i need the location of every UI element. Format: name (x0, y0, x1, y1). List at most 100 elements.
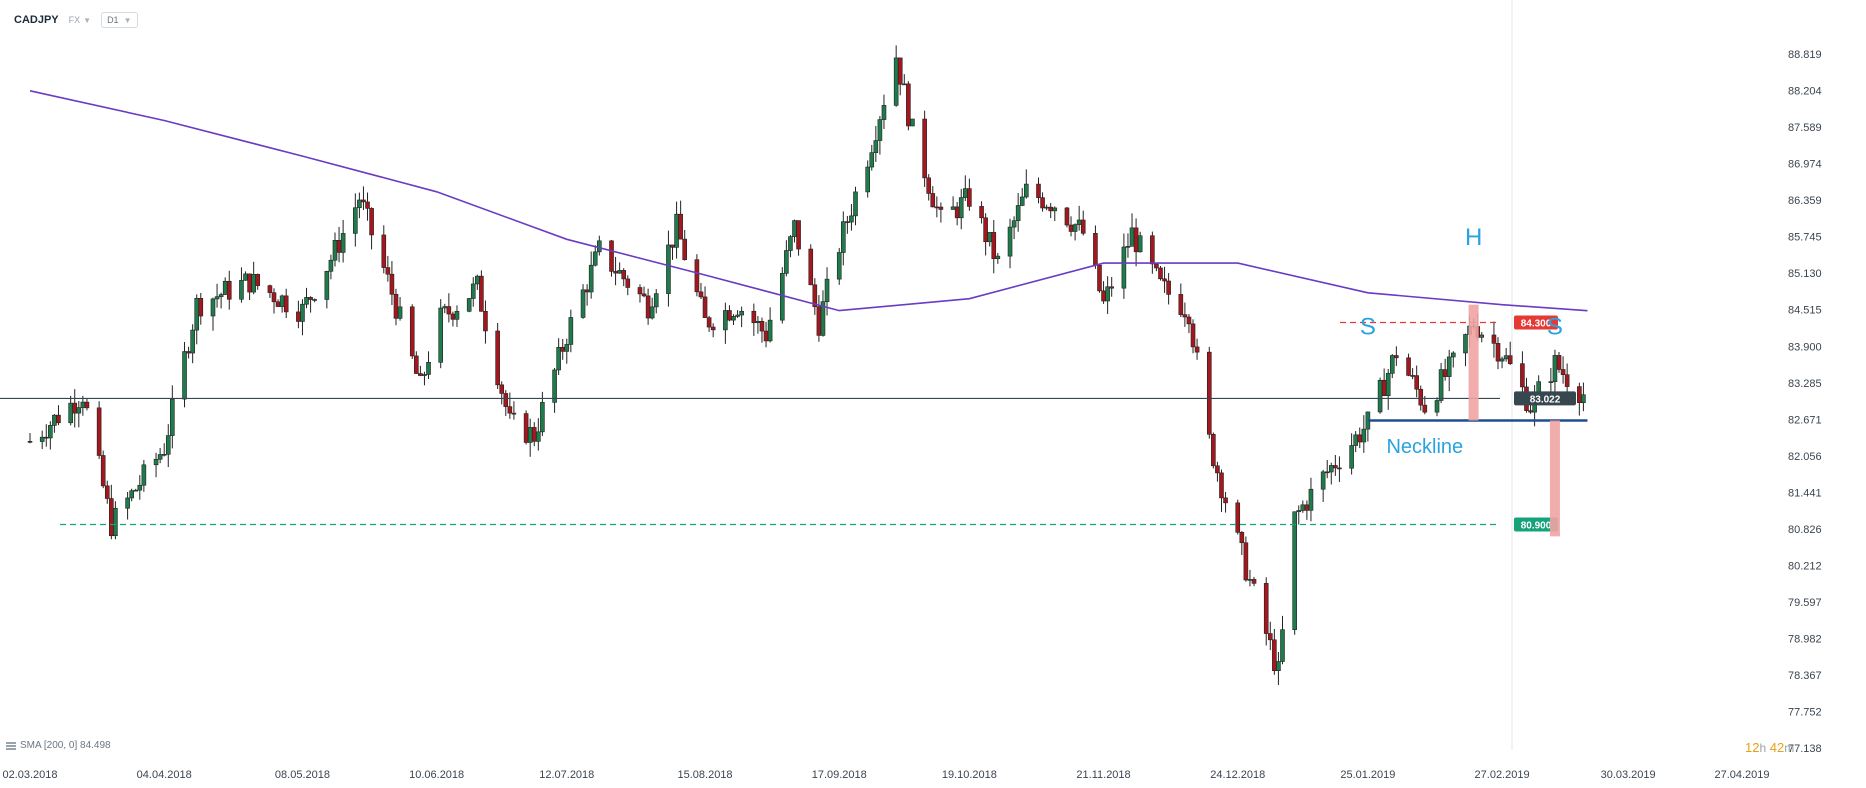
candle-body (1182, 314, 1188, 318)
candle-body (76, 407, 82, 414)
symbol-label[interactable]: CADJPY (14, 14, 59, 26)
candle-body (962, 188, 968, 198)
candle-body (1552, 355, 1558, 382)
candle-body (1023, 183, 1029, 198)
candle-body (1446, 356, 1452, 377)
candle-body (422, 374, 427, 376)
candle-body (674, 213, 679, 248)
market-selector[interactable]: FX ▼ (69, 15, 91, 25)
candle-body (694, 259, 700, 293)
candle-body (1068, 224, 1074, 232)
candle-body (328, 259, 334, 272)
candle-body (950, 206, 956, 210)
candle-body (560, 346, 566, 352)
x-tick-label: 04.04.2018 (137, 769, 192, 781)
candle-body (296, 311, 301, 322)
candle-body (836, 252, 842, 280)
candle-body (84, 401, 90, 409)
candle-body (153, 458, 159, 466)
candle-body (556, 346, 561, 371)
candle-body (1150, 235, 1155, 265)
candle-body (141, 464, 147, 486)
candle-body (1320, 471, 1326, 490)
candle-body (27, 441, 33, 443)
candle-body (39, 436, 45, 442)
candle-body (157, 454, 163, 460)
candle-body (531, 427, 537, 442)
x-tick-label: 21.11.2018 (1076, 769, 1130, 781)
candle-body (812, 284, 818, 308)
x-tick-label: 19.10.2018 (942, 769, 997, 781)
candle-body (523, 413, 529, 443)
candle-body (251, 274, 256, 293)
candle-body (735, 314, 740, 317)
candle-body (137, 484, 143, 491)
candle-body (1276, 661, 1281, 671)
candle-body (873, 140, 879, 153)
candle-body (893, 57, 899, 106)
interval-selector[interactable]: D1 ▼ (101, 12, 138, 28)
candle-body (1308, 488, 1314, 511)
candle-body (1267, 633, 1273, 641)
candle-body (731, 316, 736, 321)
candle-body (580, 289, 586, 318)
candle-body (182, 351, 187, 400)
candle-body (125, 497, 130, 509)
candle-body (1434, 400, 1440, 413)
candle-body (267, 285, 273, 293)
x-tick-label: 10.06.2018 (409, 769, 464, 781)
candle-body (1406, 357, 1411, 376)
candle-body (792, 220, 797, 237)
candle-body (1158, 267, 1163, 280)
candle-body (1528, 410, 1533, 413)
candle-body (881, 105, 887, 120)
candle-body (239, 279, 244, 300)
candle-body (1280, 629, 1285, 662)
candle-body (304, 297, 309, 305)
candle-body (511, 412, 517, 415)
candle-body (1304, 504, 1310, 511)
candle-body (194, 298, 200, 331)
candle-body (588, 264, 594, 293)
x-tick-label: 15.08.2018 (678, 769, 733, 781)
candle-body (409, 306, 415, 357)
y-tick-label: 80.212 (1788, 560, 1822, 572)
candle-body (617, 270, 622, 274)
candle-body (755, 320, 761, 324)
candle-body (991, 232, 997, 259)
price-tag-label: 83.022 (1530, 394, 1561, 405)
candle-body (983, 217, 988, 243)
candle-body (597, 240, 602, 253)
candle-body (503, 393, 509, 407)
candle-body (723, 310, 728, 331)
y-tick-label: 85.745 (1788, 232, 1822, 244)
candle-body (849, 215, 854, 223)
candle-body (308, 297, 313, 300)
candle-body (190, 329, 195, 354)
candle-body (727, 310, 732, 321)
indicator-legend[interactable]: SMA [200, 0] 84.498 (6, 740, 111, 751)
candle-body (56, 414, 61, 424)
candle-body (1219, 472, 1224, 499)
candle-body (1422, 404, 1428, 413)
candle-body (540, 402, 545, 433)
y-tick-label: 78.367 (1788, 670, 1822, 682)
candle-body (1296, 510, 1302, 513)
candle-body (877, 119, 883, 141)
chart-toolbar: CADJPY FX ▼ D1 ▼ (14, 10, 138, 30)
candle-body (1064, 207, 1070, 226)
candle-body (161, 453, 167, 456)
candle-body (1385, 373, 1391, 397)
candle-body (763, 330, 769, 342)
candle-body (96, 407, 102, 456)
candle-body (1154, 263, 1159, 269)
y-tick-label: 86.974 (1788, 159, 1822, 171)
candle-body (865, 166, 871, 193)
candle-body (625, 278, 631, 288)
candle-body (470, 283, 476, 299)
candle-body (706, 317, 712, 328)
y-tick-label: 88.819 (1788, 49, 1822, 61)
candle-body (454, 311, 460, 320)
candle-body (198, 298, 204, 317)
